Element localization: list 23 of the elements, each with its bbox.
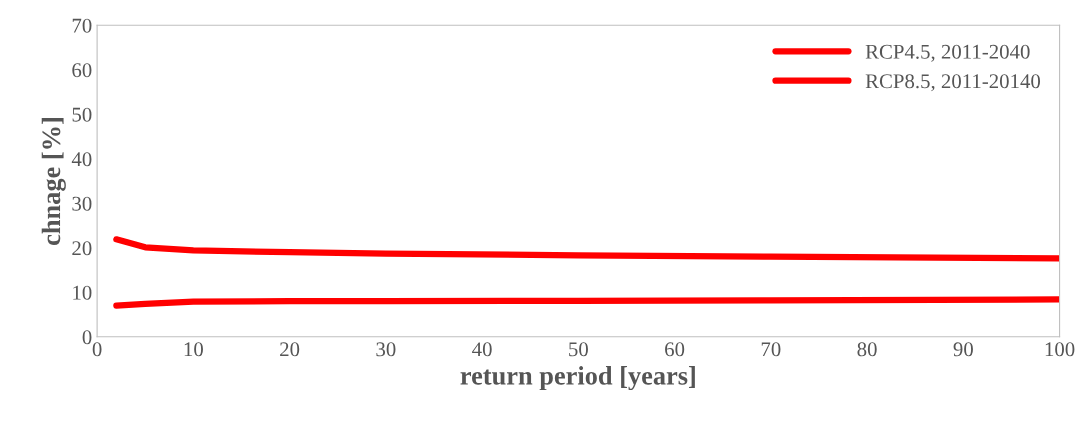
y-tick-label: 40: [71, 152, 92, 167]
y-tick-label: 10: [73, 285, 92, 300]
y-tick-label: 50: [72, 107, 92, 122]
x-axis-title: return period [years]: [460, 366, 695, 391]
y-tick-label: 70: [72, 18, 92, 33]
x-tick-label: 70: [761, 342, 781, 357]
x-tick-label: 80: [857, 342, 877, 357]
y-tick-label: 60: [72, 63, 92, 78]
x-tick-label: 0: [92, 342, 102, 357]
x-tick-label: 30: [376, 342, 396, 357]
x-tick-label: 90: [953, 342, 973, 357]
x-tick-label: 40: [472, 342, 492, 357]
x-tick-label: 50: [569, 342, 588, 357]
legend-label: RCP4.5, 2011-2040: [865, 44, 1030, 62]
x-tick-label: 10: [184, 342, 203, 357]
y-tick-label: 20: [72, 241, 92, 256]
x-tick-label: 100: [1045, 342, 1075, 357]
y-tick-label: 0: [82, 330, 92, 345]
x-tick-label: 60: [665, 342, 685, 357]
x-tick-label: 20: [280, 342, 300, 357]
y-tick-label: 30: [72, 196, 92, 211]
y-axis-title: chnage [%]: [41, 118, 66, 245]
legend-label: RCP8.5, 2011-20140: [865, 74, 1041, 92]
